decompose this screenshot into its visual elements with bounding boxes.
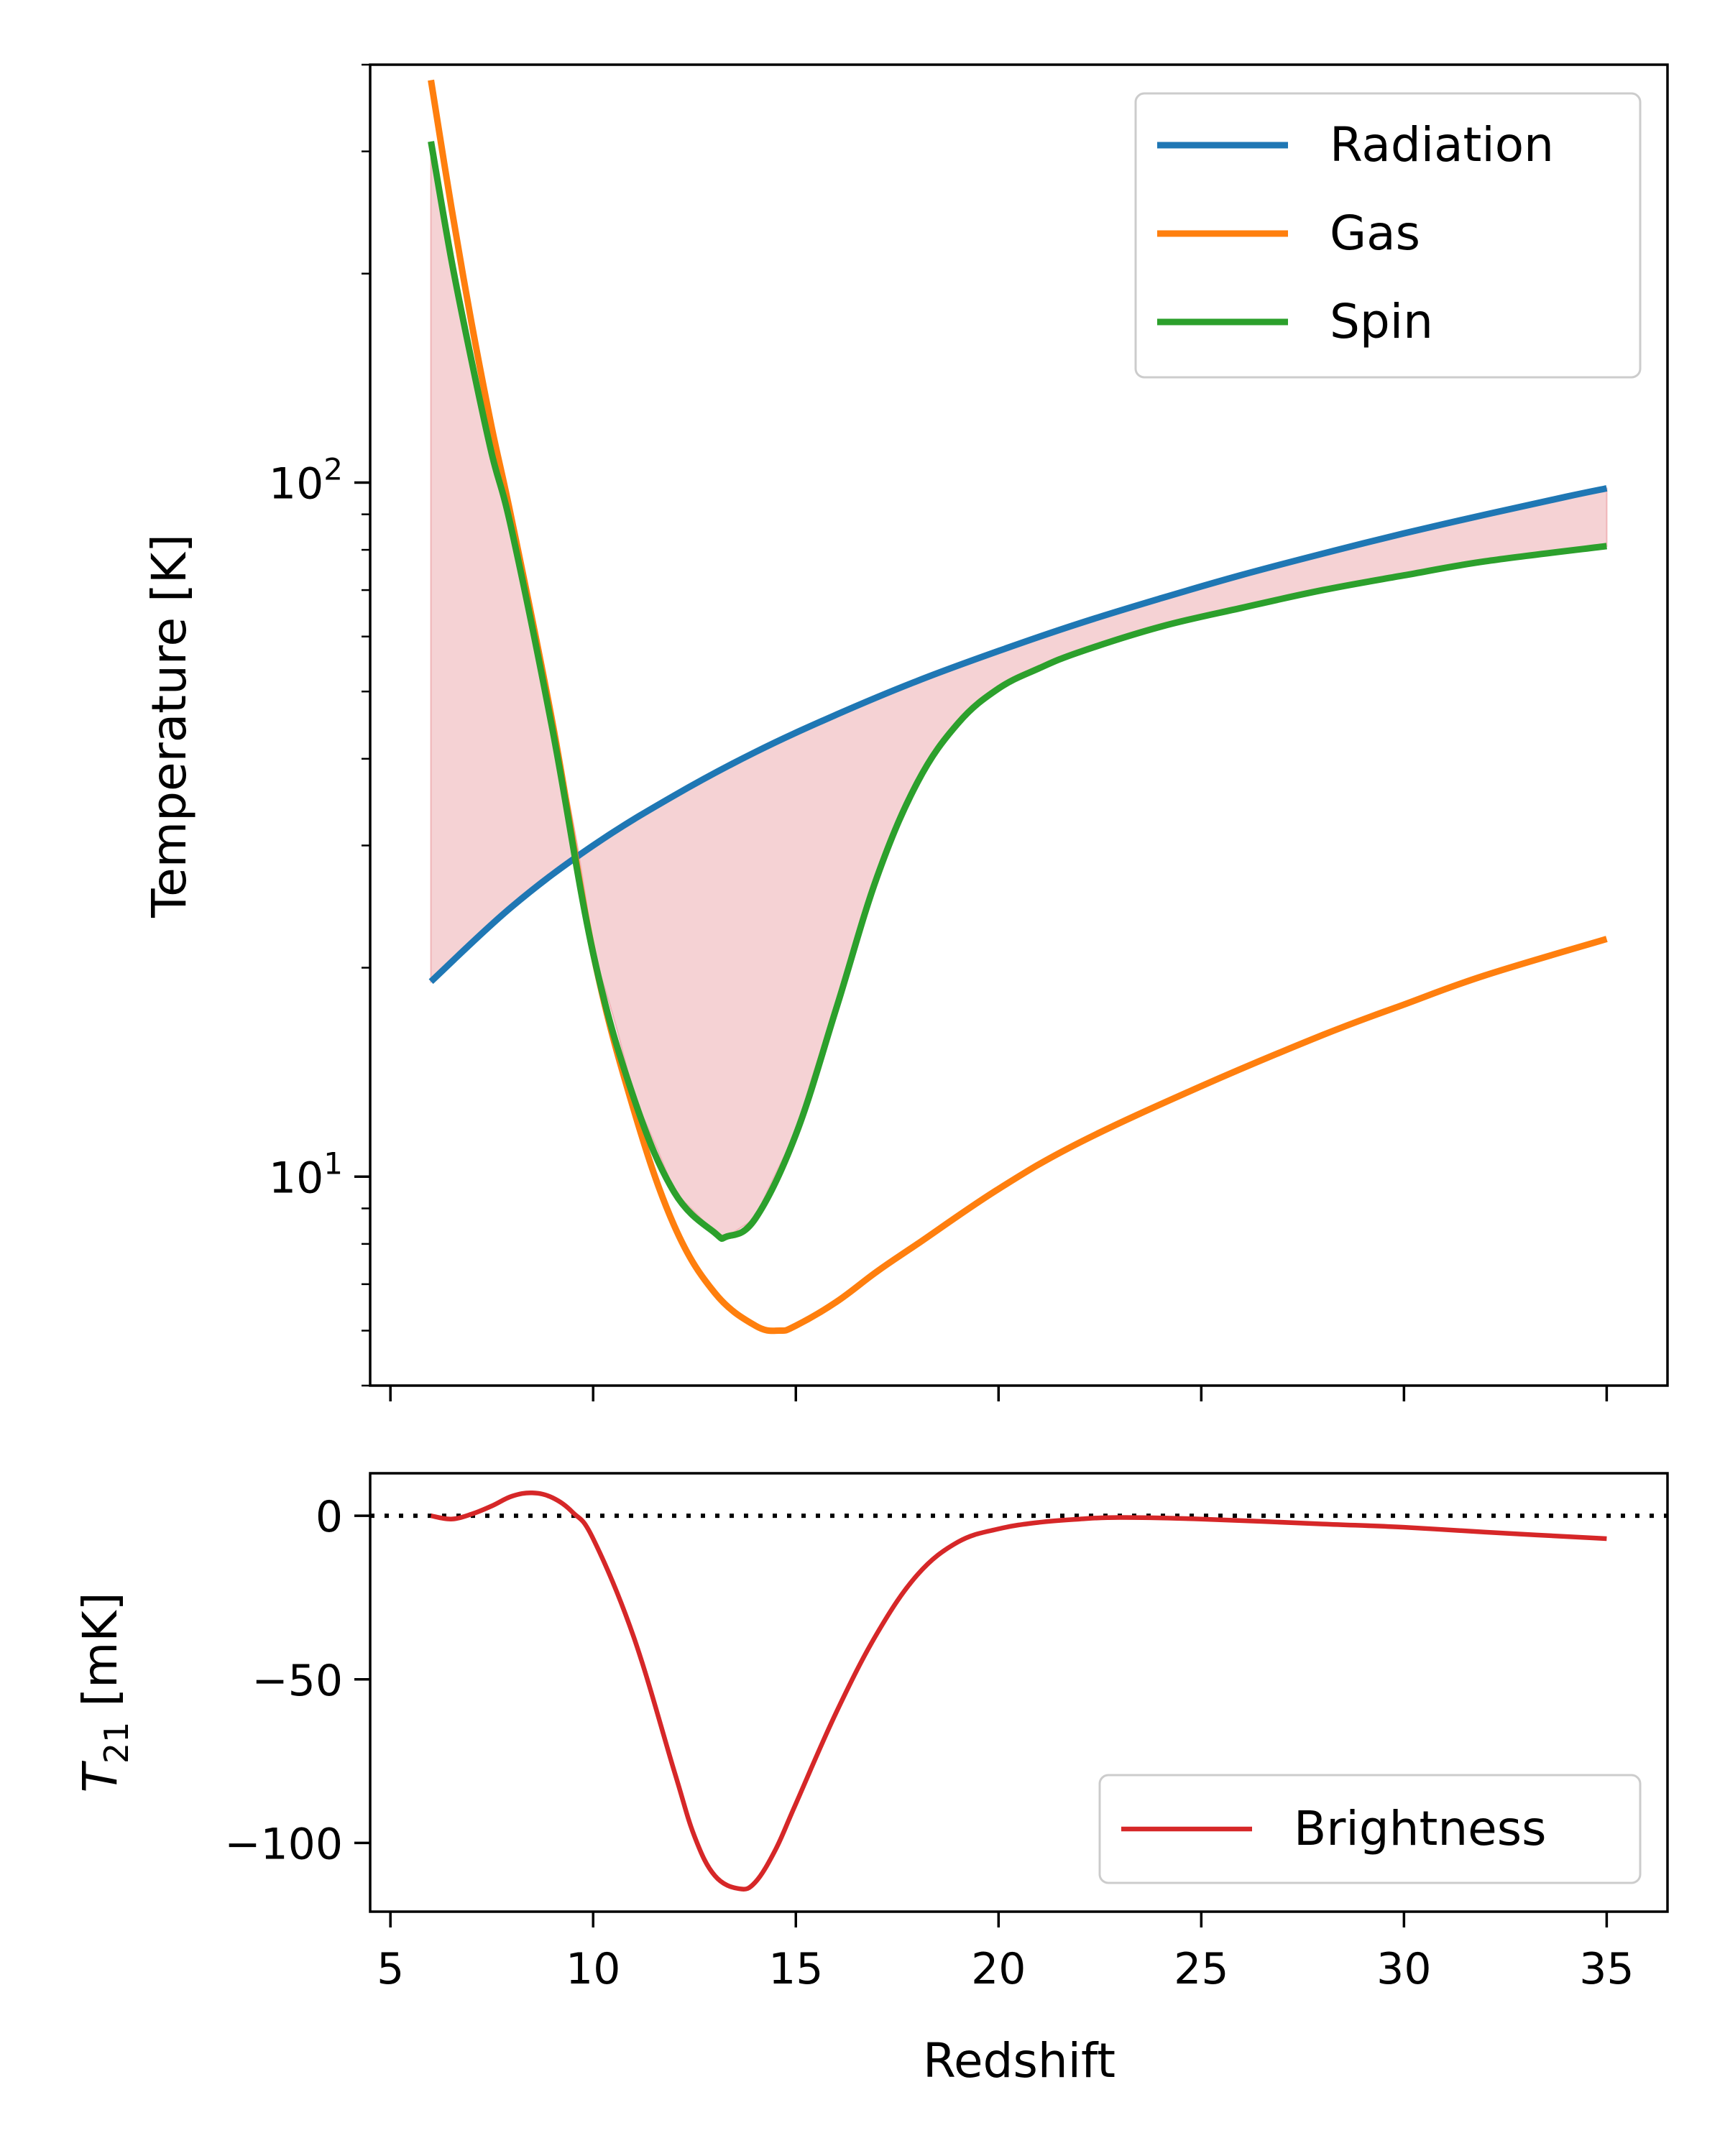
temperature-y-ticks [354, 63, 370, 1387]
redshift-axis-label: Redshift [923, 2033, 1116, 2088]
temperature-x-ticks [389, 1386, 1609, 1401]
temperature-plot-frame [369, 63, 1669, 1387]
brightness-legend: Brightness [1098, 1774, 1642, 1884]
redshift-tick-label: 5 [377, 1944, 404, 1994]
brightness-x-ticks [389, 1912, 1609, 1927]
brightness-panel: 5 10 15 20 25 30 35 0 −50 −100 Redshift T21 [mK]… [73, 1472, 1669, 2088]
redshift-tick-label: 20 [971, 1944, 1026, 1994]
brightness-y-tick-labels: 0 −50 −100 [224, 1492, 343, 1869]
temperature-legend: Radiation Gas Spin [1134, 92, 1642, 379]
legend-gas-label: Gas [1330, 206, 1420, 261]
gas-line [428, 79, 1608, 1335]
temperature-panel: 101 102 Temperature [K] Radiation Gas Spin [142, 63, 1669, 1401]
temperature-y-tick-label: 101 [269, 1146, 343, 1203]
brightness-y-tick-label: 0 [316, 1492, 343, 1542]
redshift-tick-label: 30 [1376, 1944, 1431, 1994]
brightness-line [430, 1490, 1607, 1892]
temperature-series-lines [428, 79, 1608, 1335]
temperature-axis-label: Temperature [K] [142, 534, 197, 918]
temperature-y-tick-label: 102 [269, 451, 343, 509]
legend-spin-label: Spin [1330, 294, 1433, 349]
brightness-x-tick-labels: 5 10 15 20 25 30 35 [377, 1944, 1634, 1994]
brightness-plot-frame [369, 1472, 1669, 1913]
brightness-y-tick-label: −100 [224, 1819, 343, 1869]
legend-brightness-label: Brightness [1294, 1801, 1547, 1856]
legend-radiation-label: Radiation [1330, 117, 1554, 172]
redshift-tick-label: 25 [1174, 1944, 1228, 1994]
brightness-axis-label: T21 [mK] [73, 1593, 136, 1793]
temperature-y-tick-labels: 101 102 [269, 451, 343, 1203]
brightness-y-ticks [354, 1514, 370, 1845]
brightness-series-lines [430, 1490, 1607, 1892]
spin-line [428, 141, 1607, 1242]
temperature-legend-box [1134, 92, 1642, 379]
redshift-tick-label: 15 [768, 1944, 823, 1994]
radiation-line [428, 485, 1608, 985]
brightness-y-tick-label: −50 [252, 1656, 343, 1706]
brightness-legend-box [1098, 1774, 1642, 1884]
redshift-tick-label: 10 [566, 1944, 620, 1994]
redshift-tick-label: 35 [1579, 1944, 1634, 1994]
